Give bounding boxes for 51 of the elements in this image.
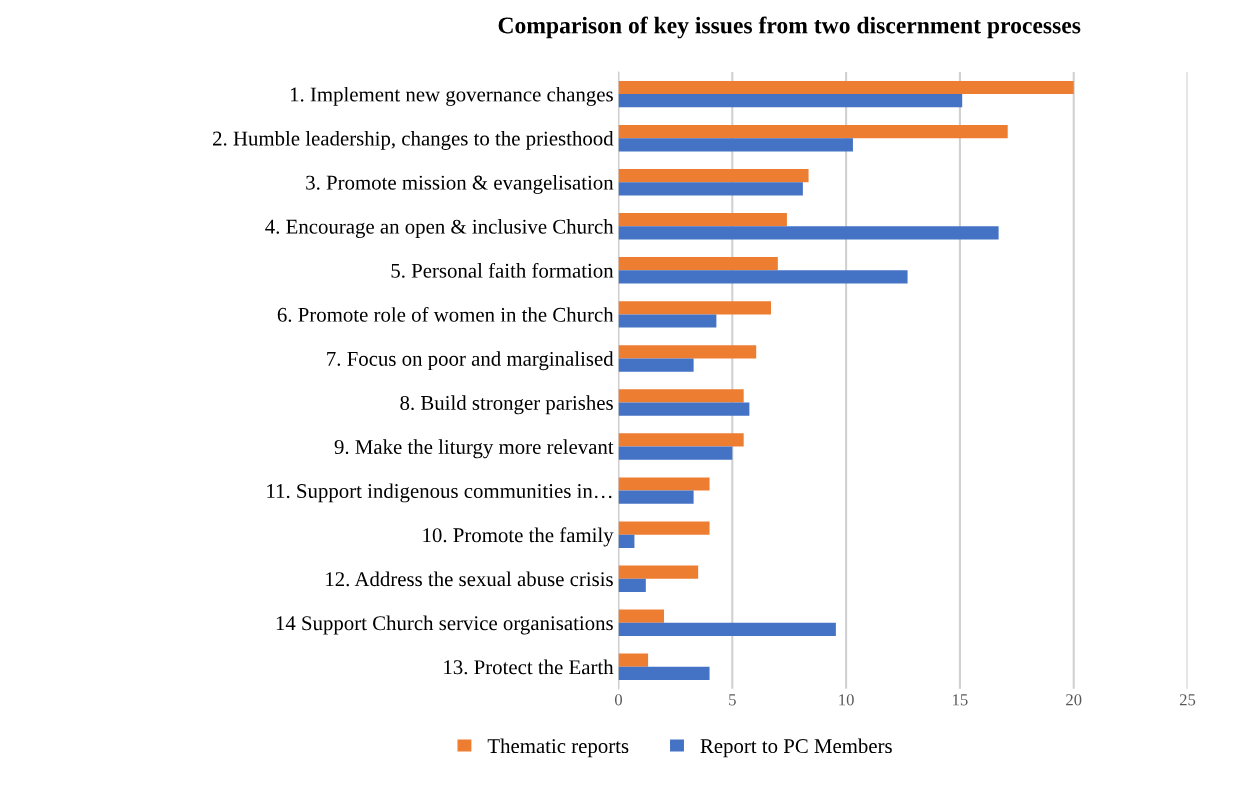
- bar: [618, 521, 710, 535]
- bar: [618, 433, 744, 447]
- y-tick-label: 7. Focus on poor and marginalised: [327, 351, 614, 371]
- y-tick-label: 3. Promote mission & evangelisation: [306, 175, 614, 194]
- bar: [618, 169, 809, 183]
- bar: [618, 80, 1074, 95]
- y-tick-label: 5. Personal faith formation: [391, 262, 614, 278]
- bar: [618, 653, 649, 667]
- x-tick-label: 25: [1179, 694, 1196, 706]
- bar: [618, 182, 803, 196]
- y-tick-label: 1. Implement new governance changes: [290, 86, 613, 106]
- bar: [618, 270, 908, 284]
- legend-label: Report to PC Members: [700, 738, 892, 758]
- x-tick-label: 20: [1066, 694, 1082, 706]
- bar: [618, 578, 646, 592]
- x-tick-label: 15: [953, 694, 968, 706]
- bar: [618, 490, 694, 504]
- bar: [618, 565, 699, 579]
- bar: [618, 622, 836, 636]
- y-tick-label: 11. Support indigenous communities in…: [267, 483, 612, 503]
- chart-title: Comparison of key issues from two discernment processes: [498, 16, 1081, 39]
- bar: [618, 446, 733, 460]
- bar: [618, 257, 778, 271]
- bar: [618, 94, 963, 108]
- bar: [618, 301, 771, 315]
- x-tick-label: 5: [729, 694, 736, 706]
- y-tick-label: 14 Support Church service organisations: [276, 615, 613, 635]
- bar: [618, 226, 999, 240]
- x-tick-label: 10: [839, 694, 854, 706]
- y-tick-label: 10. Promote the family: [423, 527, 614, 547]
- bar: [618, 477, 710, 491]
- y-tick-label: 6. Promote role of women in the Church: [277, 306, 614, 322]
- bar: [618, 389, 744, 403]
- bar: [618, 534, 635, 548]
- x-tick-label: 0: [614, 694, 623, 706]
- bar: [618, 124, 1008, 139]
- y-tick-label: 4. Encourage an open & inclusive Church: [265, 219, 614, 239]
- bar: [618, 402, 750, 416]
- bar: [618, 358, 694, 372]
- y-tick-label: 2. Humble leadership, changes to the priesthood: [213, 130, 614, 150]
- bar: [618, 314, 717, 328]
- bar: [618, 609, 665, 623]
- y-tick-label: 12. Address the sexual abuse crisis: [326, 571, 613, 587]
- y-tick-label: 8. Build stronger parishes: [400, 395, 613, 415]
- y-tick-label: 13. Protect the Earth: [444, 659, 614, 675]
- bar: [618, 138, 853, 152]
- bar: [618, 345, 757, 359]
- bar: [618, 666, 710, 681]
- y-tick-label: 9. Make the liturgy more relevant: [334, 439, 614, 459]
- legend-label: Thematic reports: [487, 738, 629, 758]
- bar: [618, 213, 787, 227]
